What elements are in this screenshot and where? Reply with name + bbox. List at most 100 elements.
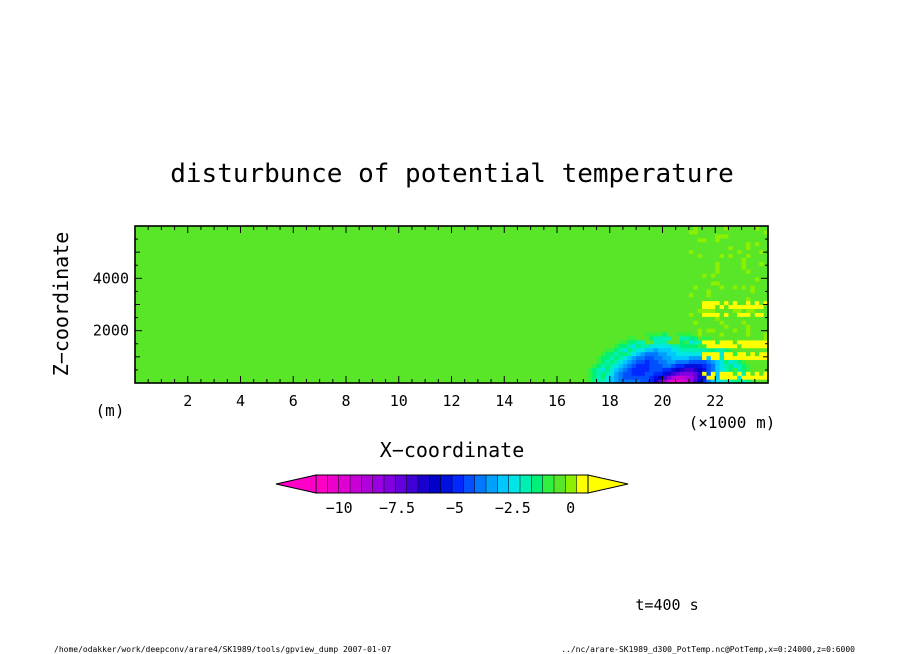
heatmap-cell	[526, 347, 532, 353]
heatmap-cell	[442, 347, 448, 353]
heatmap-cell	[249, 371, 255, 376]
heatmap-cell	[253, 335, 259, 341]
heatmap-cell	[218, 253, 224, 258]
heatmap-cell	[535, 335, 541, 341]
heatmap-cell	[614, 253, 620, 258]
heatmap-cell	[346, 296, 351, 302]
heatmap-cell	[341, 351, 347, 357]
heatmap-cell	[447, 292, 453, 298]
heatmap-cell	[504, 233, 510, 239]
heatmap-cell	[302, 245, 308, 251]
heatmap-cell	[324, 359, 330, 364]
heatmap-cell	[161, 375, 167, 380]
heatmap-cell	[275, 371, 281, 376]
heatmap-cell	[249, 363, 255, 368]
heatmap-cell	[482, 312, 488, 317]
heatmap-cell	[618, 339, 624, 345]
heatmap-cell	[592, 226, 598, 231]
heatmap-cell	[341, 241, 347, 247]
heatmap-cell	[539, 351, 545, 357]
heatmap-cell	[165, 328, 171, 333]
heatmap-cell	[429, 253, 435, 258]
heatmap-cell	[280, 367, 286, 372]
heatmap-cell	[557, 229, 562, 235]
heatmap-cell	[139, 320, 145, 325]
heatmap-cell	[508, 379, 514, 384]
heatmap-cell	[495, 241, 501, 247]
heatmap-cell	[266, 312, 272, 317]
heatmap-cell	[346, 363, 351, 368]
heatmap-cell	[666, 339, 672, 345]
heatmap-cell	[491, 324, 497, 329]
heatmap-cell	[284, 241, 290, 247]
heatmap-cell	[477, 249, 483, 255]
heatmap-cell	[535, 229, 541, 235]
heatmap-cell	[543, 324, 549, 329]
heatmap-cell	[205, 280, 211, 286]
heatmap-cell	[363, 253, 369, 258]
heatmap-cell	[389, 367, 395, 372]
heatmap-cell	[165, 331, 171, 337]
heatmap-cell	[328, 257, 334, 262]
heatmap-cell	[587, 237, 593, 243]
heatmap-cell	[433, 249, 439, 255]
heatmap-cell	[170, 351, 176, 357]
heatmap-cell	[319, 292, 325, 298]
heatmap-cell	[258, 280, 264, 286]
heatmap-cell	[205, 269, 211, 274]
heatmap-cell	[618, 371, 624, 376]
heatmap-cell	[416, 363, 422, 368]
heatmap-cell	[548, 257, 554, 262]
heatmap-cell	[411, 237, 417, 243]
heatmap-cell	[148, 280, 154, 286]
heatmap-cell	[394, 288, 400, 294]
heatmap-cell	[535, 233, 541, 239]
heatmap-cell	[310, 320, 316, 325]
heatmap-cell	[526, 335, 532, 341]
heatmap-cell	[499, 300, 505, 306]
heatmap-cell	[187, 347, 193, 353]
heatmap-cell	[262, 257, 268, 262]
heatmap-cell	[183, 269, 189, 274]
heatmap-cell	[530, 233, 536, 239]
heatmap-cell	[561, 233, 567, 239]
heatmap-cell	[262, 233, 268, 239]
heatmap-cell	[442, 363, 448, 368]
heatmap-cell	[433, 265, 439, 270]
heatmap-cell	[385, 343, 391, 349]
heatmap-cell	[517, 296, 523, 302]
heatmap-cell	[521, 351, 527, 357]
heatmap-cell	[640, 359, 646, 364]
heatmap-cell	[460, 324, 466, 329]
heatmap-cell	[249, 284, 255, 290]
heatmap-cell	[420, 261, 426, 266]
heatmap-cell	[491, 233, 497, 239]
heatmap-cell	[271, 269, 277, 274]
heatmap-cell	[636, 288, 642, 294]
heatmap-cell	[622, 237, 628, 243]
heatmap-cell	[464, 335, 470, 341]
heatmap-cell	[354, 367, 360, 372]
heatmap-cell	[411, 351, 417, 357]
heatmap-cell	[200, 277, 206, 282]
heatmap-cell	[376, 261, 382, 266]
heatmap-cell	[403, 257, 409, 262]
heatmap-cell	[196, 308, 202, 313]
heatmap-cell	[517, 257, 523, 262]
heatmap-cell	[649, 347, 655, 353]
heatmap-cell	[486, 265, 492, 270]
heatmap-cell	[394, 328, 400, 333]
heatmap-cell	[570, 371, 576, 376]
heatmap-cell	[302, 320, 308, 325]
heatmap-cell	[275, 288, 281, 294]
heatmap-cell	[662, 331, 668, 337]
heatmap-cell	[666, 308, 672, 313]
heatmap-cell	[332, 226, 338, 231]
heatmap-cell	[570, 261, 576, 266]
heatmap-cell	[473, 241, 479, 247]
heatmap-cell	[337, 265, 343, 270]
heatmap-cell	[600, 249, 606, 255]
heatmap-cell	[658, 363, 664, 368]
heatmap-cell	[178, 379, 184, 384]
heatmap-cell	[675, 288, 681, 294]
